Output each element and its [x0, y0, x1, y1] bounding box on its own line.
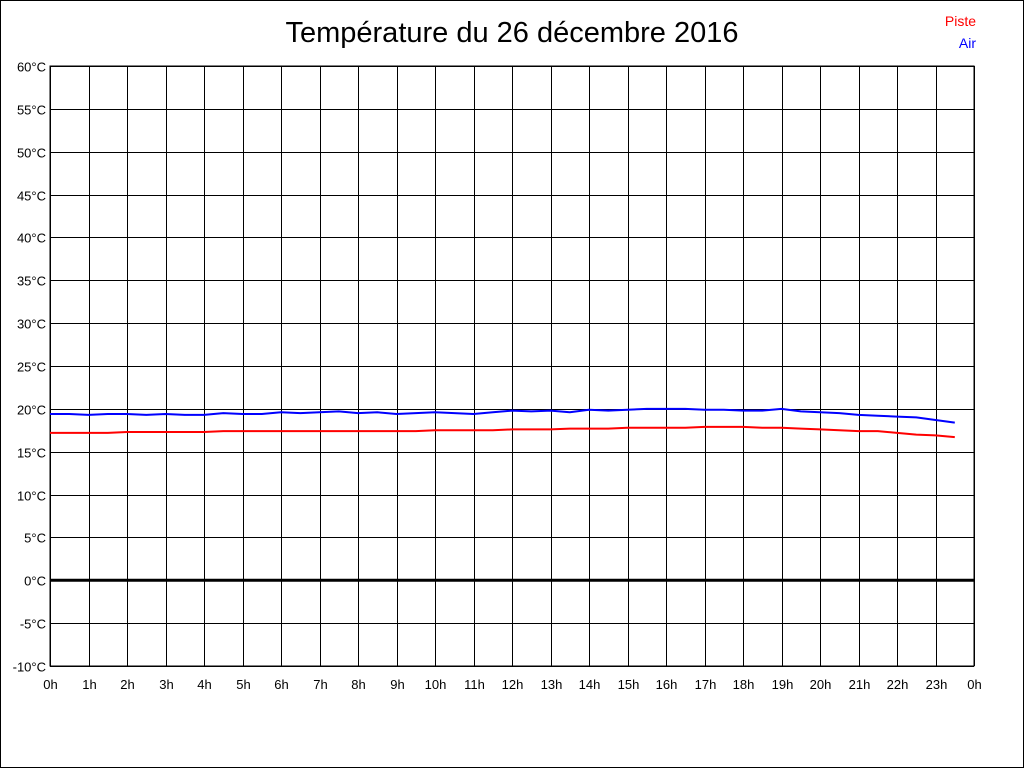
y-tick-label: 50°C [17, 146, 46, 161]
y-tick-label: 30°C [17, 317, 46, 332]
x-tick-label: 1h [82, 677, 96, 692]
x-tick-label: 8h [351, 677, 365, 692]
x-tick-label: 11h [464, 677, 485, 692]
y-tick-label: -5°C [20, 617, 46, 632]
x-tick-label: 21h [849, 677, 871, 692]
y-tick-label: 45°C [17, 189, 46, 204]
x-tick-label: 4h [197, 677, 211, 692]
x-tick-label: 3h [159, 677, 173, 692]
x-tick-label: 14h [579, 677, 601, 692]
y-tick-label: 15°C [17, 446, 46, 461]
x-tick-label: 13h [541, 677, 563, 692]
y-tick-label: 20°C [17, 403, 46, 418]
y-tick-label: 60°C [17, 60, 46, 75]
x-tick-label: 19h [772, 677, 794, 692]
x-tick-label: 15h [618, 677, 640, 692]
x-tick-label: 0h [43, 677, 57, 692]
x-tick-label: 10h [425, 677, 447, 692]
series-line-air [50, 407, 955, 424]
y-tick-label: 5°C [24, 531, 46, 546]
x-tick-label: 16h [656, 677, 678, 692]
legend-item-piste: Piste [944, 13, 976, 29]
y-tick-label: 10°C [17, 489, 46, 504]
y-tick-label: 25°C [17, 360, 46, 375]
chart-title: Température du 26 décembre 2016 [285, 17, 739, 49]
x-tick-label: 0h [967, 677, 981, 692]
x-tick-label: 23h [926, 677, 948, 692]
x-tick-label: 22h [887, 677, 909, 692]
series-line-piste [50, 425, 955, 439]
x-tick-label: 7h [313, 677, 327, 692]
x-tick-label: 20h [810, 677, 832, 692]
y-tick-label: -10°C [13, 660, 46, 675]
y-tick-label: 55°C [17, 103, 46, 118]
legend-item-air: Air [958, 35, 976, 51]
x-tick-label: 17h [695, 677, 717, 692]
x-tick-label: 5h [236, 677, 250, 692]
x-tick-label: 9h [390, 677, 404, 692]
x-tick-label: 2h [120, 677, 134, 692]
x-tick-label: 12h [502, 677, 524, 692]
y-tick-label: 0°C [24, 574, 46, 589]
x-tick-label: 18h [733, 677, 755, 692]
y-tick-label: 35°C [17, 274, 46, 289]
y-tick-label: 40°C [17, 231, 46, 246]
x-tick-label: 6h [274, 677, 288, 692]
